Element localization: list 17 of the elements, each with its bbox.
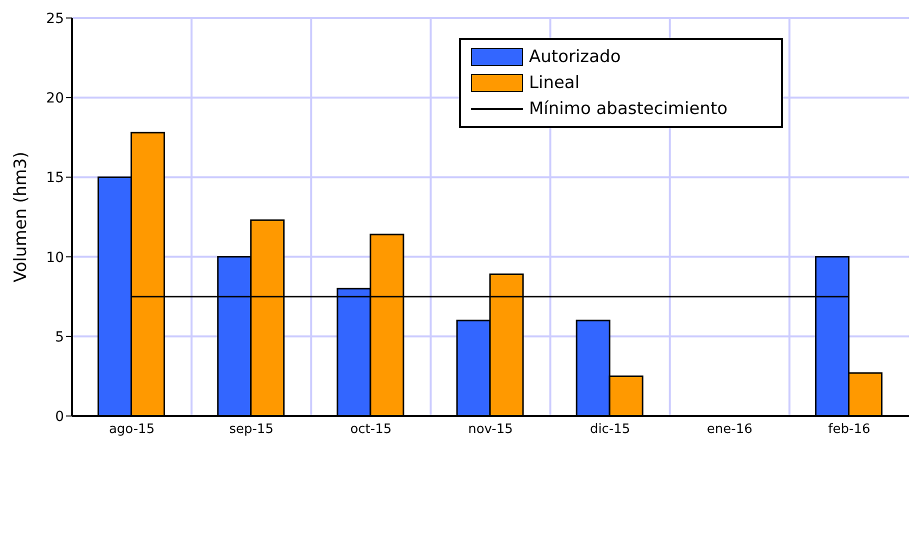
x-tick-label: sep-15: [229, 422, 274, 438]
y-tick-label: 15: [46, 170, 64, 186]
y-tick-label: 20: [46, 90, 64, 107]
x-tick-label: feb-16: [828, 422, 870, 438]
legend-label: Autorizado: [529, 46, 621, 69]
x-tick-label: ago-15: [108, 422, 155, 438]
y-tick-label: 5: [55, 329, 64, 346]
x-tick-label: dic-15: [590, 422, 630, 438]
y-tick-label: 0: [55, 408, 64, 425]
x-tick-label: nov-15: [468, 422, 513, 438]
legend-label: Mínimo abastecimiento: [529, 98, 728, 121]
y-axis-title: Volumen (hm3): [11, 152, 32, 282]
legend-label: Lineal: [529, 72, 580, 95]
y-tick-label: 25: [46, 10, 64, 27]
x-tick-label: oct-15: [350, 422, 392, 438]
y-tick-label: 10: [46, 250, 64, 266]
x-tick-label: ene-16: [706, 422, 752, 438]
